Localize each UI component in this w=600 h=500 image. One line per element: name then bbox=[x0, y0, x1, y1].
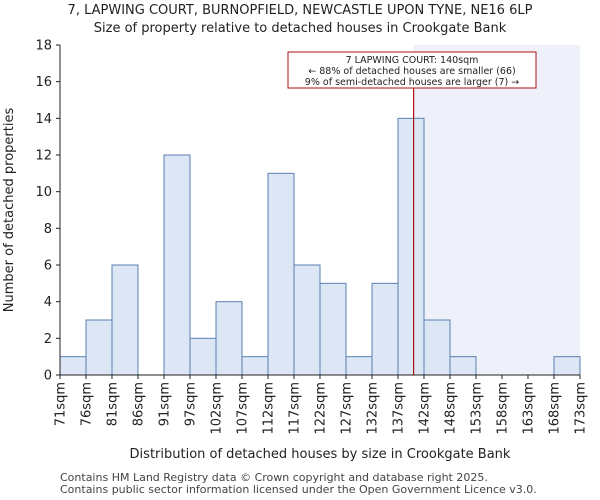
y-tick-label: 12 bbox=[35, 149, 52, 164]
bar bbox=[163, 154, 191, 376]
chart-title: 7, LAPWING COURT, BURNOPFIELD, NEWCASTLE… bbox=[67, 3, 533, 18]
y-tick-label: 18 bbox=[35, 39, 52, 54]
x-tick-label: 137sqm bbox=[392, 382, 407, 435]
bar bbox=[553, 356, 581, 376]
x-tick-label: 107sqm bbox=[236, 382, 251, 435]
x-tick-label: 102sqm bbox=[210, 382, 225, 435]
chart-subtitle: Size of property relative to detached ho… bbox=[93, 21, 507, 36]
y-tick-label: 10 bbox=[35, 185, 52, 200]
bar bbox=[371, 282, 399, 376]
bar bbox=[449, 356, 477, 376]
bar bbox=[423, 319, 451, 376]
x-tick-label: 148sqm bbox=[444, 382, 459, 435]
bar bbox=[345, 356, 373, 376]
x-tick-label: 153sqm bbox=[470, 382, 485, 435]
x-tick-label: 81sqm bbox=[106, 382, 121, 426]
x-tick-label: 112sqm bbox=[262, 382, 277, 435]
bar bbox=[59, 356, 87, 376]
x-tick-label: 158sqm bbox=[496, 382, 511, 435]
bar bbox=[293, 264, 321, 376]
annotation-line: 7 LAPWING COURT: 140sqm bbox=[346, 55, 479, 66]
footer-licence: Contains public sector information licen… bbox=[60, 483, 537, 496]
x-tick-label: 91sqm bbox=[158, 382, 173, 426]
y-tick-label: 14 bbox=[35, 112, 52, 127]
x-tick-label: 163sqm bbox=[522, 382, 537, 435]
y-tick-label: 8 bbox=[44, 222, 52, 237]
x-tick-label: 127sqm bbox=[340, 382, 355, 435]
y-tick-label: 4 bbox=[44, 295, 52, 310]
y-tick-label: 0 bbox=[44, 369, 52, 384]
x-tick-label: 168sqm bbox=[548, 382, 563, 435]
y-axis-label: Number of detached properties bbox=[2, 108, 17, 313]
bar bbox=[215, 301, 243, 376]
x-tick-label: 173sqm bbox=[574, 382, 589, 435]
x-tick-label: 71sqm bbox=[54, 382, 69, 426]
annotation-line: ← 88% of detached houses are smaller (66… bbox=[308, 66, 515, 77]
x-tick-label: 132sqm bbox=[366, 382, 381, 435]
footer-copyright: Contains HM Land Registry data © Crown c… bbox=[60, 471, 488, 484]
y-tick-label: 6 bbox=[44, 259, 52, 274]
x-tick-label: 97sqm bbox=[184, 382, 199, 426]
x-tick-label: 122sqm bbox=[314, 382, 329, 435]
x-tick-label: 86sqm bbox=[132, 382, 147, 426]
x-axis-label: Distribution of detached houses by size … bbox=[130, 447, 511, 462]
x-tick-label: 117sqm bbox=[288, 382, 303, 435]
bar bbox=[319, 282, 347, 376]
histogram-chart: 0 2 4 6 8 10 12 14 16 18 71sqm 76sqm 81sqm 86sqm 91sqm… bbox=[2, 39, 589, 463]
annotation-line: 9% of semi-detached houses are larger (7… bbox=[305, 77, 519, 88]
x-tick-label: 142sqm bbox=[418, 382, 433, 435]
bar bbox=[85, 319, 113, 376]
y-tick-label: 16 bbox=[35, 75, 52, 90]
bar bbox=[111, 264, 139, 376]
bar bbox=[397, 117, 425, 376]
bar bbox=[189, 337, 217, 376]
bar bbox=[267, 172, 295, 376]
y-tick-label: 2 bbox=[44, 332, 52, 347]
annotation-box bbox=[287, 51, 537, 89]
x-tick-label: 76sqm bbox=[80, 382, 95, 426]
bar bbox=[241, 356, 269, 376]
